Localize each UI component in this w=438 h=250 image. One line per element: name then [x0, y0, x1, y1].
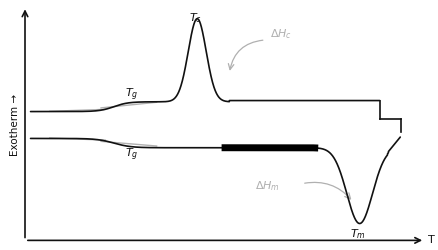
Text: $\Delta H_m$: $\Delta H_m$: [255, 179, 280, 193]
Text: $T_m$: $T_m$: [350, 227, 365, 241]
Text: $T_g$: $T_g$: [124, 87, 138, 104]
Text: $T_g$: $T_g$: [124, 146, 138, 163]
Text: Exotherm →: Exotherm →: [10, 94, 20, 156]
Text: T: T: [428, 236, 435, 246]
Text: $\Delta H_c$: $\Delta H_c$: [270, 28, 292, 42]
Text: $T_c$: $T_c$: [190, 11, 202, 25]
